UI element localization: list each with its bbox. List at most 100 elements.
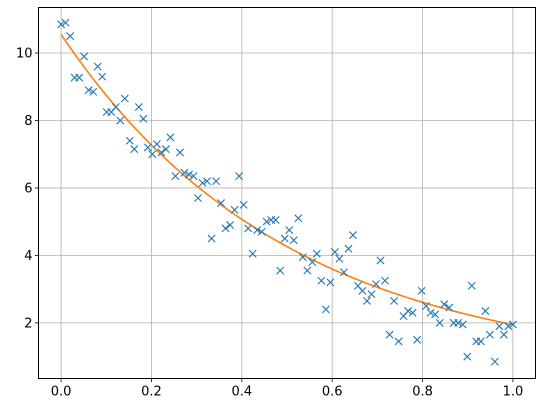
data-point-stroke [317, 276, 326, 285]
data-point-stroke [508, 320, 517, 329]
x-tick-label: 0.4 [231, 385, 252, 400]
data-point [157, 148, 166, 157]
data-point-stroke [312, 249, 321, 258]
data-point [326, 278, 335, 287]
data-point-stroke [221, 224, 230, 233]
data-point [80, 52, 89, 61]
data-point [212, 177, 221, 186]
data-point-stroke [217, 199, 226, 208]
data-point [280, 234, 289, 243]
data-point [217, 199, 226, 208]
data-point [344, 244, 353, 253]
data-point-stroke [394, 337, 403, 346]
points-layer [57, 18, 517, 366]
data-point [330, 248, 339, 257]
data-point [66, 32, 75, 41]
data-point-stroke [116, 116, 125, 125]
data-point-stroke [134, 103, 143, 111]
data-point [257, 227, 266, 236]
data-point-stroke [463, 352, 472, 361]
data-point-stroke [189, 172, 198, 181]
data-point-stroke [244, 224, 253, 233]
data-point-stroke [294, 214, 303, 223]
data-point-stroke [57, 20, 66, 29]
data-point [467, 281, 476, 290]
data-point [312, 249, 321, 258]
data-point-stroke [194, 194, 202, 203]
data-point-stroke [308, 258, 317, 267]
data-point-stroke [344, 244, 353, 253]
data-point [148, 150, 157, 159]
x-tick-label: 0.6 [322, 385, 343, 400]
data-point [422, 301, 431, 310]
data-point-stroke [157, 148, 166, 157]
data-point-stroke [326, 278, 335, 287]
data-point [485, 330, 494, 339]
data-point-stroke [330, 248, 339, 257]
data-point [89, 87, 98, 96]
data-point-stroke [285, 226, 294, 235]
data-point-stroke [413, 335, 422, 344]
data-point-stroke [440, 300, 449, 309]
data-point [476, 337, 485, 346]
data-point-stroke [166, 133, 175, 142]
data-point-stroke [98, 72, 107, 81]
data-point-stroke [171, 172, 180, 181]
data-point [207, 234, 216, 243]
data-point-stroke [431, 310, 440, 319]
data-point [404, 307, 413, 316]
data-point-stroke [339, 268, 348, 277]
axes-frame [38, 7, 536, 379]
data-point-stroke [381, 276, 390, 285]
data-point [143, 143, 152, 152]
data-point-stroke [75, 73, 84, 82]
data-point [362, 296, 371, 305]
data-point-stroke [417, 286, 426, 295]
data-point [239, 200, 248, 209]
data-point [435, 318, 444, 327]
data-point [317, 276, 326, 285]
data-point-stroke [184, 170, 193, 179]
data-point-stroke [61, 18, 70, 27]
data-point [358, 286, 367, 295]
data-point [130, 145, 139, 154]
data-point [463, 352, 472, 361]
data-point-stroke [454, 318, 463, 327]
x-tick-label: 0.2 [141, 385, 162, 400]
data-point-stroke [458, 320, 467, 329]
data-point-stroke [298, 253, 307, 262]
data-point [298, 253, 307, 262]
data-point-stroke [120, 94, 129, 103]
data-point-stroke [180, 168, 189, 177]
data-point-stroke [303, 266, 312, 275]
data-point-stroke [499, 330, 508, 339]
data-point [321, 305, 330, 314]
data-point [376, 256, 385, 265]
data-point-stroke [257, 227, 266, 236]
data-point [152, 140, 161, 149]
data-point [120, 94, 129, 103]
data-point-stroke [481, 307, 490, 316]
data-point [194, 194, 202, 203]
data-point-stroke [262, 217, 271, 226]
data-point [426, 308, 435, 317]
data-point [111, 103, 120, 111]
data-point [230, 205, 239, 214]
data-point-stroke [203, 177, 212, 186]
data-point-stroke [426, 308, 435, 317]
y-tick-label: 4 [24, 249, 32, 264]
data-point [417, 286, 426, 295]
data-point-stroke [125, 136, 134, 145]
data-point-stroke [148, 150, 157, 159]
data-point [276, 266, 285, 275]
data-point [445, 303, 454, 312]
data-point [294, 214, 303, 223]
data-point-stroke [367, 290, 376, 299]
data-point-stroke [372, 280, 380, 289]
data-point [385, 330, 394, 339]
data-point-stroke [422, 301, 431, 310]
data-point [499, 330, 508, 339]
data-point [61, 18, 70, 27]
